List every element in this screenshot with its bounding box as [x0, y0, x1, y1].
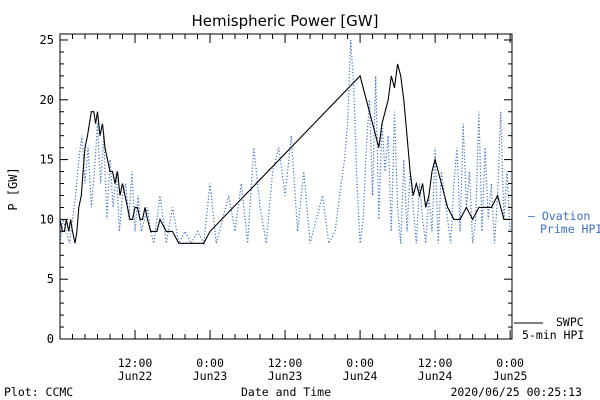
x-tick-date: Jun24 — [418, 369, 453, 383]
x-tick-date: Jun23 — [193, 369, 228, 383]
series-lines — [59, 39, 511, 246]
chart-title: Hemispheric Power [GW] — [192, 12, 379, 30]
legend-swpc-line2: 5-min HPI — [522, 328, 584, 342]
x-tick-time: 0:00 — [346, 356, 374, 370]
x-tick-time: 0:00 — [196, 356, 224, 370]
legend-ovation-line1: — Ovation — [528, 209, 590, 223]
y-tick-label: 10 — [40, 212, 54, 226]
y-tick-label: 15 — [40, 153, 54, 167]
x-tick-date: Jun25 — [493, 369, 528, 383]
x-axis-label: Date and Time — [241, 385, 331, 399]
y-tick-label: 5 — [47, 272, 54, 286]
plot-timestamp: 2020/06/25 00:25:13 — [450, 385, 582, 399]
axes: 051015202512:00Jun220:00Jun2312:00Jun230… — [40, 33, 528, 383]
x-tick-date: Jun23 — [268, 369, 303, 383]
plot-credit: Plot: CCMC — [4, 385, 73, 399]
y-axis-label: P [GW] — [6, 167, 20, 210]
y-tick-label: 25 — [40, 33, 54, 47]
x-tick-date: Jun22 — [118, 369, 153, 383]
plot-frame — [59, 33, 513, 340]
x-tick-time: 12:00 — [418, 356, 453, 370]
x-tick-time: 12:00 — [118, 356, 153, 370]
legend: — Ovation Prime HPI SWPC 5-min HPI — [514, 209, 600, 342]
x-tick-time: 12:00 — [268, 356, 303, 370]
x-tick-time: 0:00 — [496, 356, 524, 370]
legend-ovation-line2: Prime HPI — [540, 222, 600, 236]
y-tick-label: 0 — [47, 332, 54, 346]
series-line-ovation — [59, 39, 511, 246]
y-tick-label: 20 — [40, 93, 54, 107]
series-line-swpc — [59, 63, 511, 244]
legend-swpc-line1: SWPC — [556, 315, 584, 329]
x-tick-date: Jun24 — [343, 369, 378, 383]
